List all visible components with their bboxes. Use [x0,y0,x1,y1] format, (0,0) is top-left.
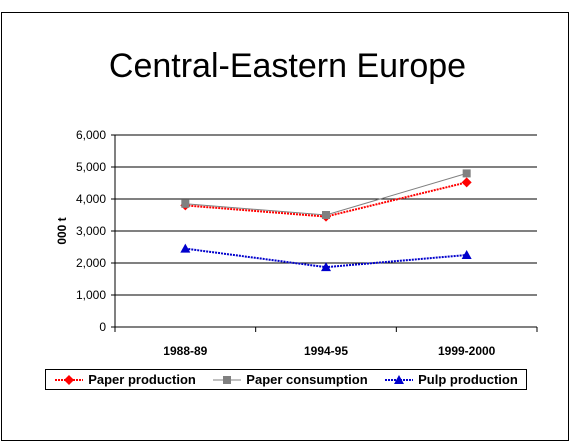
y-tick-label: 3,000 [76,224,106,238]
y-tick-label: 2,000 [76,256,106,270]
legend-label: Paper production [88,372,196,387]
data-point [461,250,472,259]
y-axis-label: 000 t [55,217,69,244]
legend-item: Paper consumption [212,372,368,387]
legend-item: Pulp production [384,372,518,387]
data-point [321,262,331,272]
chart-legend: Paper production Paper consumption Pulp pr… [45,369,527,390]
y-tick-label: 6,000 [76,128,106,142]
data-point [322,211,330,219]
legend-item: Paper production [54,372,196,387]
y-tick-label: 4,000 [76,192,106,206]
y-tick-label: 0 [99,320,106,334]
x-tick-label: 1999-2000 [438,344,496,358]
y-tick-label: 5,000 [76,160,106,174]
data-point [180,243,191,253]
chart-frame [1,12,569,441]
y-tick-label: 1,000 [76,288,106,302]
legend-key [385,374,414,384]
chart-title: Central-Eastern Europe [108,47,467,85]
data-point [462,169,471,178]
legend-key [213,375,242,384]
x-tick-label: 1994-95 [304,344,348,358]
legend-label: Paper consumption [246,372,368,387]
data-point [461,177,472,188]
legend-label: Pulp production [418,372,518,387]
legend-key [55,374,84,385]
data-point [181,199,190,208]
x-tick-label: 1988-89 [163,344,207,358]
